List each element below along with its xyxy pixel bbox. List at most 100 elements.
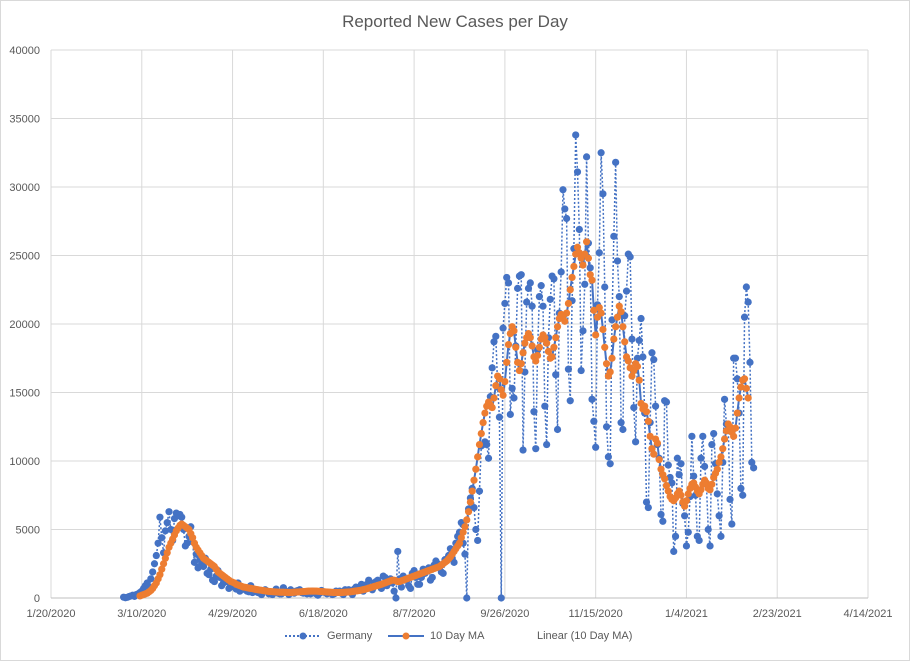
germany-point [633,354,642,362]
germany-point [365,576,373,584]
germany-point [537,282,545,290]
germany-point [748,458,756,466]
germany-point [590,417,598,425]
germany-point [610,232,618,240]
ma-point [159,560,168,568]
germany-point [524,284,533,292]
germany-point [677,460,685,468]
germany-point [530,408,538,416]
germany-point [472,525,480,534]
germany-point [488,364,496,372]
ma-point [521,339,529,347]
germany-point [731,354,740,362]
gridlines [50,49,869,599]
legend: Germany 10 Day MA Linear (10 Day MA) [0,630,910,650]
ma-point [608,354,616,362]
y-tick-label: 35000 [9,114,40,126]
ma-point [455,539,464,547]
germany-point [490,338,498,346]
y-tick-label: 30000 [9,182,40,194]
ma-point [610,335,618,343]
germany-point [149,568,157,576]
germany-point [163,519,171,527]
germany-point [750,464,758,472]
ma-point [470,476,478,484]
germany-point [506,410,514,419]
germany-point [501,299,509,308]
germany-point [664,461,672,469]
germany-point [517,271,525,279]
germany-point [475,487,484,495]
ma-point [720,435,729,443]
ma-point [740,375,749,383]
germany-point [161,527,169,535]
germany-point [612,158,620,166]
x-tick-label: 8/7/2020 [393,608,436,620]
germany-point [604,453,612,461]
x-tick-label: 11/15/2020 [569,608,623,620]
x-tick-label: 9/26/2020 [480,608,529,620]
germany-point [523,298,531,306]
germany-point [744,298,752,306]
ma-point [459,528,467,536]
germany-point [650,356,658,364]
germany-point [597,149,605,157]
germany-point [630,403,638,412]
ma-point [697,486,705,494]
y-tick-label: 0 [34,593,40,605]
ma-point [730,432,738,440]
germany-point [726,495,734,503]
germany-point [615,293,623,301]
ma-point [715,458,723,466]
ma-point [662,482,671,490]
ma-point [713,465,721,473]
germany-point [662,398,671,406]
germany-point [608,316,616,324]
ma-point [563,309,571,317]
ma-point [553,323,562,331]
ma-point [490,394,498,402]
germany-point [713,490,721,498]
germany-point [740,313,749,321]
germany-point [158,534,166,542]
ma-point [499,391,507,399]
ma-point [495,375,504,383]
x-tick-label: 4/14/2021 [844,608,893,620]
germany-point [690,472,698,480]
germany-point [503,273,511,282]
germany-point [588,395,596,403]
ma-point [541,334,549,342]
ma-point [719,445,727,453]
ma-point [548,353,556,361]
germany-point [154,539,162,547]
germany-point [484,454,493,462]
germany-point [739,491,747,499]
germany-point [150,560,159,568]
germany-point [210,577,218,586]
ma-point [602,360,611,368]
germany-point [684,528,692,536]
germany-point [147,575,155,583]
x-tick-label: 1/4/2021 [665,608,708,620]
germany-point [657,510,665,519]
germany-point [563,214,571,223]
ma-point [466,498,474,506]
germany-point [572,131,580,139]
ma-point [628,372,636,380]
chart-title: Reported New Cases per Day [342,12,568,31]
legend-label-linear-10-day-ma: Linear (10 Day MA) [537,630,633,642]
germany-point [392,594,400,602]
ma-point [532,357,540,365]
germany-point [606,460,614,468]
germany-point [720,395,729,403]
ma-point [573,243,582,251]
germany-point [710,430,718,438]
legend-item-10-day-ma: 10 Day MA [386,630,484,642]
legend-label-10-day-ma: 10 Day MA [430,630,485,642]
germany-point [499,324,507,332]
ma-point [606,368,614,376]
ma-point [464,508,473,516]
x-tick-label: 2/23/2021 [753,608,802,620]
germany-point [595,249,603,257]
ma-point [492,382,500,390]
